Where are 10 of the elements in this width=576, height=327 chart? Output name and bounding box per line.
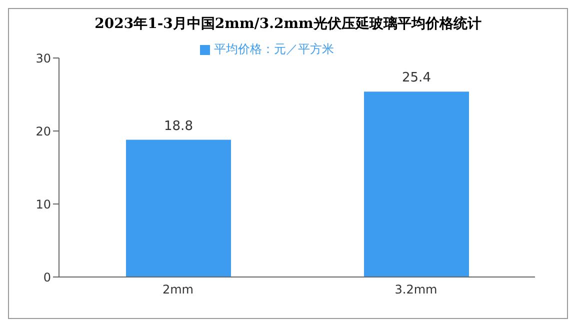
data-label: 18.8: [164, 118, 193, 134]
x-tick-label: 2mm: [162, 282, 194, 297]
y-tick-label: 20: [36, 124, 51, 138]
x-tick-label: 3.2mm: [394, 282, 438, 297]
chart-title: 2023年1-3月中国2mm/3.2mm光伏压延玻璃平均价格统计: [94, 14, 482, 34]
legend-label: 平均价格：元／平方米: [214, 42, 334, 56]
y-tick-label: 10: [36, 197, 51, 212]
y-tick-label: 0: [43, 270, 51, 284]
y-tick-label: 30: [36, 51, 51, 66]
data-label: 25.4: [402, 70, 431, 86]
